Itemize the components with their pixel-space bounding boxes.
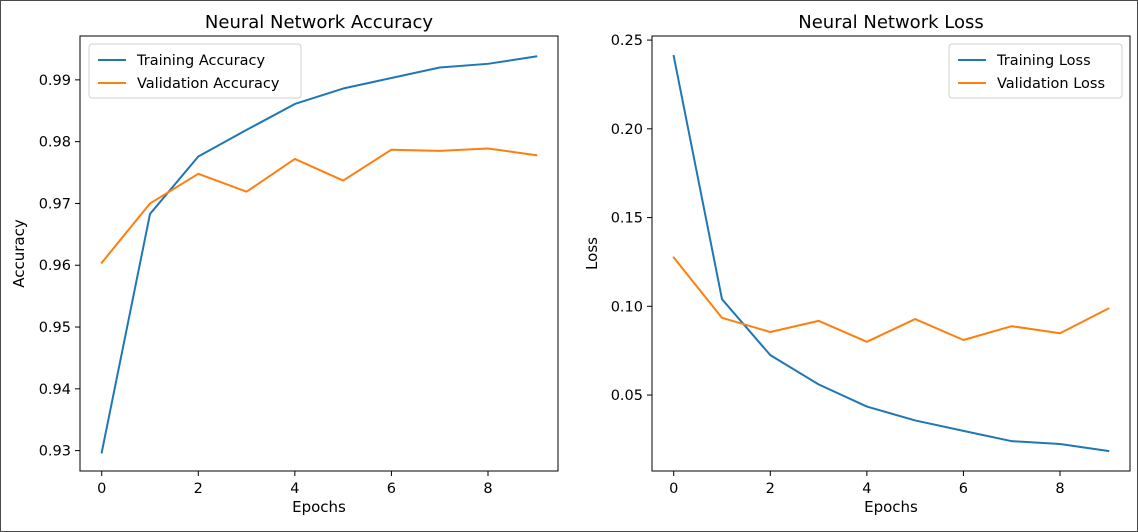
x-tick-label: 8 [483,481,492,497]
x-tick-label: 8 [1055,481,1064,497]
y-tick-label: 0.15 [611,211,643,227]
y-tick-label: 0.20 [611,122,643,138]
legend-label: Validation Loss [997,76,1105,92]
legend-box [948,43,1123,99]
series-line-1 [100,55,538,454]
x-tick-label: 0 [97,481,106,497]
x-tick-label: 6 [959,481,968,497]
y-tick-label: 0.96 [39,258,71,274]
y-tick-label: 0.25 [611,33,643,49]
chart-1: Neural Network Accuracy 0 2 4 6 8 0.93 0.94 0.95… [10,12,559,516]
y-tick-label: 0.95 [39,320,71,336]
legend-label: Training Loss [996,53,1091,69]
series-line-2 [100,147,538,265]
plot-area [79,35,559,472]
chart-title: Neural Network Loss [798,12,983,33]
x-tick-label: 4 [862,481,871,497]
legend-label: Validation Accuracy [137,76,280,92]
chart-title: Neural Network Accuracy [205,12,434,33]
y-tick-label: 0.93 [39,444,71,460]
x-tick-label: 6 [387,481,396,497]
x-axis-label: Epochs [292,498,346,516]
legend-box [88,43,302,99]
y-tick-label: 0.97 [39,196,71,212]
x-axis-label: Epochs [864,498,918,516]
series-line-2 [672,256,1110,343]
plot-area [651,35,1131,472]
x-tick-label: 2 [766,481,775,497]
series-line-1 [672,54,1110,453]
x-tick-label: 2 [194,481,203,497]
y-axis-label: Loss [583,237,601,270]
x-tick-label: 0 [669,481,678,497]
y-tick-label: 0.99 [39,73,71,89]
legend: Training Loss Validation Loss [948,43,1123,99]
x-tick-label: 4 [290,481,299,497]
legend-label: Training Accuracy [136,53,265,69]
chart-2: Neural Network Loss 0 2 4 6 8 0.05 0.10 0.15 0.20… [583,12,1131,516]
legend: Training Accuracy Validation Accuracy [88,43,302,99]
y-tick-label: 0.05 [611,388,643,404]
y-tick-label: 0.10 [611,299,643,315]
y-tick-label: 0.98 [39,135,71,151]
y-axis-label: Accuracy [10,219,28,288]
y-tick-label: 0.94 [39,382,71,398]
